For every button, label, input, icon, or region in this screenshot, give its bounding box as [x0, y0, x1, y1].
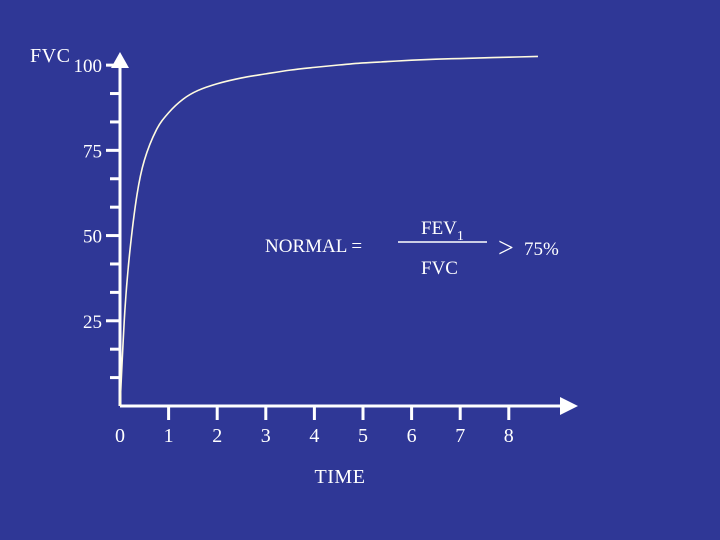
x-tick-label: 7 — [455, 425, 465, 447]
y-tick-label: 75 — [83, 141, 102, 162]
x-tick-label: 0 — [115, 425, 125, 447]
x-axis-arrow — [560, 397, 578, 415]
x-tick-label: 4 — [309, 425, 319, 447]
y-tick-label: 50 — [83, 227, 102, 248]
x-tick-label: 8 — [504, 425, 514, 447]
annotation-prefix: NORMAL = — [265, 236, 362, 257]
x-tick-label: 3 — [261, 425, 271, 447]
annotation-numerator: FEV1 — [421, 218, 464, 244]
annotation-comparator: > — [498, 233, 514, 264]
annotation-threshold: 75% — [524, 239, 559, 260]
annotation-numerator-main: FEV — [421, 218, 457, 239]
fvc-curve-line — [119, 55, 538, 407]
x-tick-label: 2 — [212, 425, 222, 447]
x-tick-label: 6 — [407, 425, 417, 447]
annotation-numerator-subscript: 1 — [457, 229, 464, 244]
annotation-denominator: FVC — [421, 258, 458, 279]
y-tick-label: 100 — [74, 56, 103, 77]
ratio-annotation: NORMAL = FEV1 FVC > 75% — [265, 218, 559, 279]
y-tick-label: 25 — [83, 312, 102, 333]
x-axis-title: TIME — [315, 466, 366, 488]
x-tick-label: 5 — [358, 425, 368, 447]
y-axis-title: FVC — [30, 45, 70, 67]
x-tick-label: 1 — [164, 425, 174, 447]
